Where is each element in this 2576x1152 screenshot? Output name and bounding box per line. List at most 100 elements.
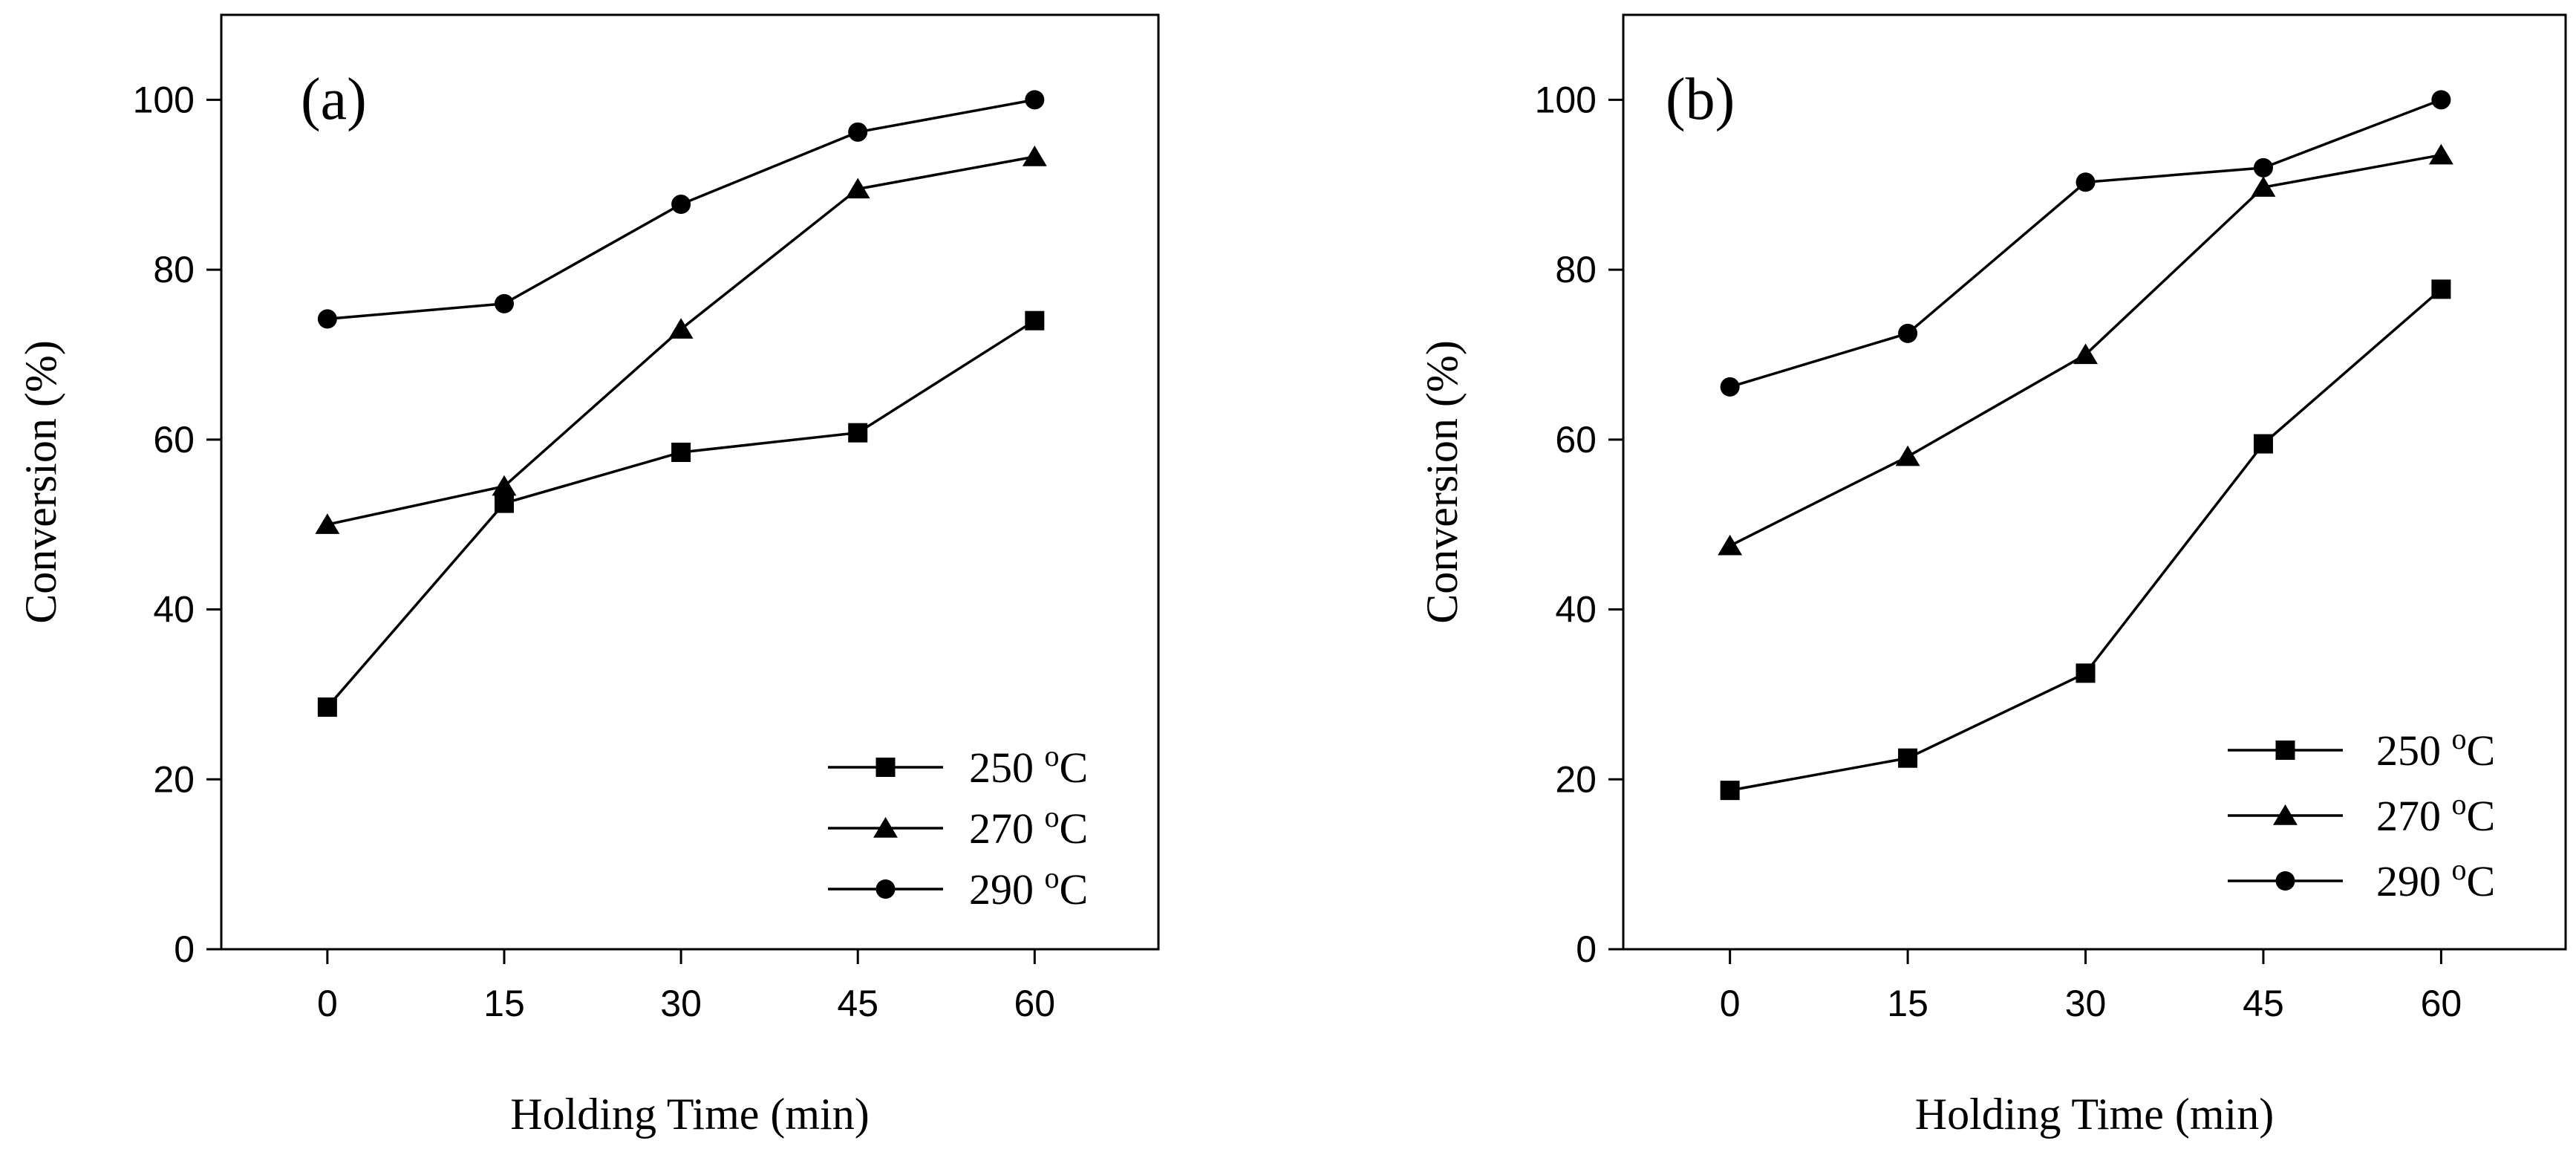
legend-unit: C [1060,804,1089,853]
data-point-circle [1025,90,1045,110]
legend-entry-square: 250 oC [828,739,1088,792]
data-point-square [317,697,337,717]
panel-label: (a) [301,67,367,132]
data-point-square [848,423,868,443]
y-tick-label: 60 [153,419,195,461]
series-square [317,310,1045,717]
legend-degree: o [1045,861,1060,894]
data-point-triangle [2428,143,2453,165]
legend-temp: 270 [969,804,1045,853]
legend-entry-circle: 290 oC [828,861,1088,914]
legend-entry-triangle: 270 oC [828,800,1088,853]
data-point-circle [848,122,868,142]
plot-frame [220,13,1160,951]
legend-marker-square [875,758,896,777]
y-tick-label: 40 [1555,589,1597,631]
legend-degree: o [2452,722,2467,755]
legend-degree: o [2452,787,2467,821]
y-tick-label: 0 [1576,928,1597,970]
legend-marker-triangle [873,817,898,838]
data-point-circle [1720,377,1740,397]
y-tick-label: 40 [153,589,195,631]
data-point-square [671,442,691,462]
legend-marker-triangle [2273,804,2298,825]
legend-unit: C [2467,792,2496,840]
x-tick-label: 30 [660,983,702,1024]
legend-marker-square [2275,741,2295,760]
data-point-triangle [2251,176,2276,197]
y-tick-label: 100 [1535,79,1597,120]
legend-temp: 290 [969,865,1045,914]
chart-panel-b: 0 20 40 60 80 100 0 15 30 45 60 Holding Time (min) C… [1418,13,2567,1139]
data-point-circle [2253,157,2273,178]
data-point-triangle [315,513,340,534]
data-point-square [2076,663,2096,683]
data-point-circle [494,293,514,313]
x-tick-label: 60 [2421,983,2462,1024]
data-point-circle [671,195,691,215]
series-circle [317,90,1045,329]
x-tick-label: 30 [2065,983,2107,1024]
legend-marker-circle [2275,871,2295,891]
series-triangle [315,146,1047,534]
data-point-circle [2431,90,2451,110]
legend-label: 250 oC [2376,722,2495,775]
series-triangle [1718,143,2453,556]
legend-degree: o [1045,739,1060,772]
chart-panel-a: 0 20 40 60 80 100 0 15 30 45 60 Holding Time (min) C… [16,13,1160,1139]
legend-temp: 290 [2376,857,2452,905]
x-axis-label: Holding Time (min) [1915,1090,2274,1139]
series-square [1720,279,2451,801]
x-tick-label: 45 [2243,983,2284,1024]
data-point-square [1025,310,1045,331]
panel-label: (b) [1666,67,1735,132]
x-tick-label: 45 [837,983,878,1024]
legend-label: 270 oC [969,800,1088,853]
legend-degree: o [1045,800,1060,833]
x-tick-label: 15 [1887,983,1928,1024]
legend-entry-circle: 290 oC [2228,853,2495,905]
legend-temp: 250 [969,743,1045,792]
series-circle [1720,90,2451,397]
data-point-triangle [1022,146,1047,166]
y-tick-label: 60 [1555,419,1597,461]
data-point-triangle [1718,534,1743,556]
data-point-triangle [668,318,694,339]
legend-unit: C [2467,726,2496,775]
legend-unit: C [1060,743,1089,792]
legend-entry-triangle: 270 oC [2228,787,2495,840]
data-point-triangle [1895,445,1920,466]
data-point-square [1898,748,1918,768]
y-tick-label: 80 [153,249,195,290]
x-axis-label: Holding Time (min) [510,1090,869,1139]
y-axis-label: Conversion (%) [16,340,65,624]
legend-degree: o [2452,853,2467,886]
legend-temp: 250 [2376,726,2452,775]
x-tick-label: 60 [1014,983,1056,1024]
series-line [1729,288,2442,792]
legend-label: 270 oC [2376,787,2495,840]
data-point-circle [2076,172,2096,192]
data-point-square [2431,279,2451,299]
legend-unit: C [2467,857,2496,905]
legend-label: 290 oC [2376,853,2495,905]
data-point-circle [317,309,337,329]
data-point-triangle [845,178,870,199]
x-tick-label: 0 [317,983,338,1024]
legend-marker-circle [875,879,896,899]
data-point-square [2253,434,2273,454]
legend-unit: C [1060,865,1089,914]
y-tick-label: 80 [1555,249,1597,290]
data-point-triangle [492,475,517,496]
x-tick-label: 0 [1720,983,1741,1024]
data-point-circle [1898,323,1918,343]
legend-entry-square: 250 oC [2228,722,2495,775]
x-tick-label: 15 [483,983,525,1024]
legend-label: 250 oC [969,739,1088,792]
data-point-square [494,493,514,513]
y-tick-label: 20 [1555,758,1597,800]
y-axis-label: Conversion (%) [1418,340,1467,624]
legend-temp: 270 [2376,792,2452,840]
series-line [326,319,1036,709]
